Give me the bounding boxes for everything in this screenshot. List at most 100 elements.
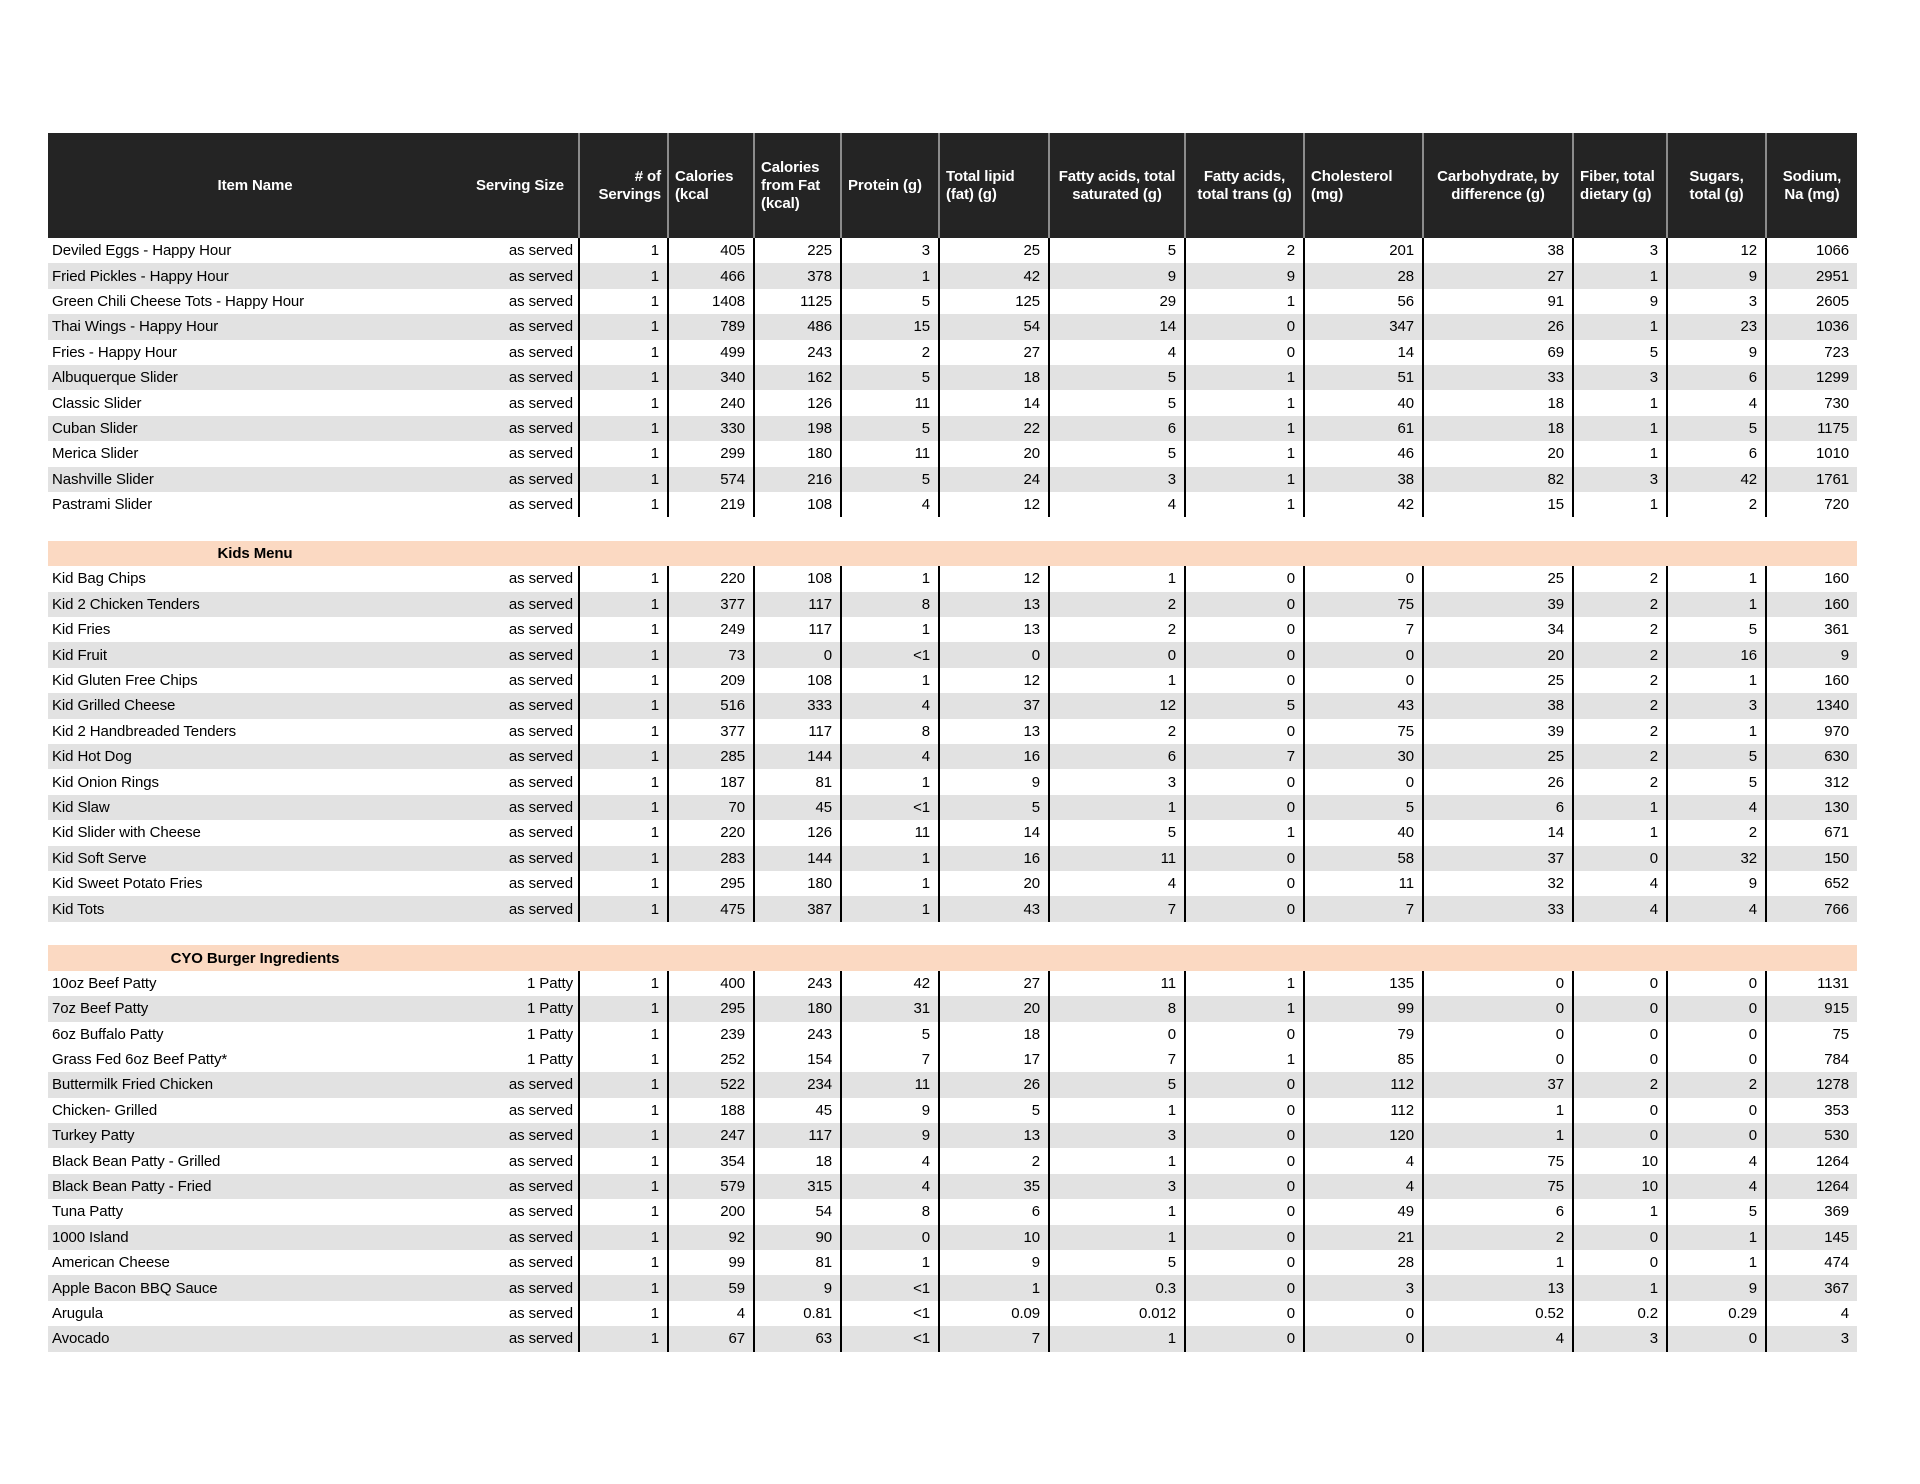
cell-protein: 5 xyxy=(840,466,938,492)
cell-sodium: 1066 xyxy=(1765,238,1857,264)
cell-protein: 9 xyxy=(840,1123,938,1149)
cell-item-name: Pastrami Slider xyxy=(52,496,153,514)
cell-num_servings: 1 xyxy=(578,693,667,719)
header-cell-total_lipid: Total lipid (fat) (g) xyxy=(938,133,1048,238)
cell-calories: 400 xyxy=(667,970,753,997)
cell-fat_trans: 0 xyxy=(1184,1326,1303,1352)
cell-fat_saturated: 14 xyxy=(1048,314,1184,340)
cell-fat_trans: 1 xyxy=(1184,390,1303,416)
cell-item-name: Kid Hot Dog xyxy=(52,748,132,766)
cell-carbohydrate: 25 xyxy=(1422,566,1572,592)
cell-serving-size: as served xyxy=(508,318,573,336)
cell-protein: 1 xyxy=(840,1250,938,1276)
header-cell-sugars: Sugars, total (g) xyxy=(1666,133,1765,238)
cell-item-name: Merica Slider xyxy=(52,445,139,463)
cell-carbohydrate: 39 xyxy=(1422,718,1572,745)
cell-cholesterol: 7 xyxy=(1303,617,1422,643)
cell-protein: <1 xyxy=(840,1300,938,1327)
cell-num_servings: 1 xyxy=(578,769,667,795)
cell-sugars: 0 xyxy=(1666,970,1765,997)
cell-item-name: Avocado xyxy=(52,1330,110,1348)
table-row: Kid 2 Handbreaded Tenders as served 1 377 11… xyxy=(48,718,1857,745)
cell-calories: 522 xyxy=(667,1072,753,1098)
cell-calories: 247 xyxy=(667,1123,753,1149)
cell-calories: 209 xyxy=(667,667,753,694)
cell-protein: <1 xyxy=(840,1326,938,1352)
cell-protein: 11 xyxy=(840,820,938,846)
section-title: Kids Menu xyxy=(217,545,293,563)
cell-carbohydrate: 6 xyxy=(1422,1199,1572,1225)
cell-cholesterol: 0 xyxy=(1303,769,1422,795)
cell-calories_from_fat: 18 xyxy=(753,1148,840,1174)
cell-fiber: 2 xyxy=(1572,693,1666,719)
cell-calories: 220 xyxy=(667,566,753,592)
cell-calories_from_fat: 117 xyxy=(753,591,840,618)
cell-carbohydrate: 2 xyxy=(1422,1224,1572,1251)
cell-serving-size: as served xyxy=(508,672,573,690)
cell-protein: 8 xyxy=(840,718,938,745)
cell-cholesterol: 56 xyxy=(1303,288,1422,315)
cell-calories_from_fat: 486 xyxy=(753,314,840,340)
cell-calories: 579 xyxy=(667,1173,753,1200)
cell-cholesterol: 21 xyxy=(1303,1224,1422,1251)
cell-protein: 8 xyxy=(840,1199,938,1225)
cell-fat_saturated: 1 xyxy=(1048,667,1184,694)
cell-sugars: 12 xyxy=(1666,238,1765,264)
cell-item-name: Buttermilk Fried Chicken xyxy=(52,1076,213,1094)
cell-serving-size: as served xyxy=(508,242,573,260)
cell-num_servings: 1 xyxy=(578,996,667,1022)
cell-fat_saturated: 0.3 xyxy=(1048,1275,1184,1301)
cell-fat_saturated: 5 xyxy=(1048,1072,1184,1098)
table-row: Albuquerque Slider as served 1 340 162 5 18 5 1 5… xyxy=(48,364,1857,391)
cell-total_lipid: 27 xyxy=(938,339,1048,365)
cell-fiber: 1 xyxy=(1572,390,1666,416)
cell-cholesterol: 0 xyxy=(1303,1326,1422,1352)
cell-fat_trans: 0 xyxy=(1184,1199,1303,1225)
cell-protein: 4 xyxy=(840,1148,938,1174)
header-cell-cholesterol: Cholesterol (mg) xyxy=(1303,133,1422,238)
table-row: Kid Fries as served 1 249 117 1 13 2 0 7 34 2 5 361 xyxy=(48,617,1857,643)
cell-sodium: 353 xyxy=(1765,1097,1857,1124)
cell-fat_saturated: 11 xyxy=(1048,970,1184,997)
cell-num_servings: 1 xyxy=(578,1300,667,1327)
cell-cholesterol: 112 xyxy=(1303,1097,1422,1124)
cell-total_lipid: 5 xyxy=(938,794,1048,821)
cell-total_lipid: 37 xyxy=(938,693,1048,719)
cell-total_lipid: 5 xyxy=(938,1097,1048,1124)
cell-protein: 7 xyxy=(840,1046,938,1073)
cell-sodium: 730 xyxy=(1765,390,1857,416)
cell-num_servings: 1 xyxy=(578,667,667,694)
cell-fiber: 1 xyxy=(1572,1199,1666,1225)
cell-num_servings: 1 xyxy=(578,1275,667,1301)
cell-serving-size: as served xyxy=(508,1330,573,1348)
cell-calories_from_fat: 243 xyxy=(753,970,840,997)
cell-calories: 67 xyxy=(667,1326,753,1352)
cell-calories_from_fat: 180 xyxy=(753,870,840,897)
cell-sugars: 2 xyxy=(1666,491,1765,518)
cell-protein: 42 xyxy=(840,970,938,997)
cell-calories_from_fat: 108 xyxy=(753,566,840,592)
cell-sugars: 4 xyxy=(1666,794,1765,821)
cell-carbohydrate: 82 xyxy=(1422,466,1572,492)
cell-protein: <1 xyxy=(840,642,938,668)
cell-cholesterol: 0 xyxy=(1303,1300,1422,1327)
cell-fat_saturated: 8 xyxy=(1048,996,1184,1022)
cell-cholesterol: 0 xyxy=(1303,667,1422,694)
cell-calories: 59 xyxy=(667,1275,753,1301)
cell-serving-size: as served xyxy=(508,1152,573,1170)
header-cell-carbohydrate: Carbohydrate, by difference (g) xyxy=(1422,133,1572,238)
table-row: American Cheese as served 1 99 81 1 9 5 0 28 1 0 1 47… xyxy=(48,1250,1857,1276)
cell-fat_trans: 0 xyxy=(1184,896,1303,922)
cell-calories_from_fat: 126 xyxy=(753,390,840,416)
cell-carbohydrate: 1 xyxy=(1422,1123,1572,1149)
cell-protein: 3 xyxy=(840,238,938,264)
cell-num_servings: 1 xyxy=(578,896,667,922)
cell-item-name: Deviled Eggs - Happy Hour xyxy=(52,242,232,260)
cell-total_lipid: 26 xyxy=(938,1072,1048,1098)
cell-carbohydrate: 0 xyxy=(1422,970,1572,997)
table-row: Classic Slider as served 1 240 126 11 14 5 1 40 18… xyxy=(48,390,1857,416)
cell-fiber: 2 xyxy=(1572,591,1666,618)
cell-calories_from_fat: 315 xyxy=(753,1173,840,1200)
cell-sugars: 0 xyxy=(1666,1021,1765,1047)
